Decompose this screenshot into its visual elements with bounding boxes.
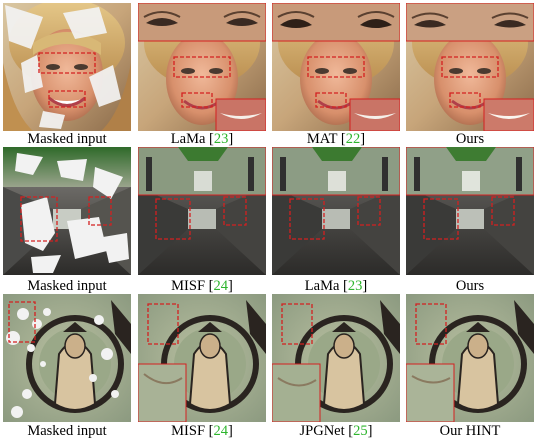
caption-face-lama: LaMa [23] bbox=[170, 131, 234, 147]
citation-ref: 23 bbox=[213, 131, 229, 147]
caption-face-ours: Ours bbox=[455, 131, 485, 147]
citation-ref: 22 bbox=[345, 131, 361, 147]
caption-corridor-ours: Ours bbox=[455, 278, 485, 294]
mural-jpgnet-result bbox=[272, 294, 400, 422]
corridor-lama-result bbox=[272, 147, 400, 275]
caption-face-mat: MAT [22] bbox=[306, 131, 366, 147]
citation-ref: 23 bbox=[347, 278, 363, 294]
caption-mural-hint: Our HINT bbox=[439, 423, 501, 439]
caption-mural-masked: Masked input bbox=[27, 423, 107, 439]
corridor-ours-result bbox=[406, 147, 534, 275]
mural-masked-input bbox=[3, 294, 131, 422]
caption-mural-jpgnet: JPGNet [25] bbox=[299, 423, 373, 439]
corridor-misf-result bbox=[138, 147, 266, 275]
caption-corridor-masked: Masked input bbox=[27, 278, 107, 294]
citation-ref: 25 bbox=[353, 423, 368, 439]
mural-hint-result bbox=[406, 294, 534, 422]
caption-face-masked: Masked input bbox=[27, 131, 107, 147]
citation-ref: 24 bbox=[213, 423, 228, 439]
corridor-masked-input bbox=[3, 147, 131, 275]
mural-misf-result bbox=[138, 294, 266, 422]
face-mat-result bbox=[272, 3, 400, 131]
face-lama-result bbox=[138, 3, 266, 131]
caption-corridor-misf: MISF [24] bbox=[171, 278, 233, 294]
face-ours-result bbox=[406, 3, 534, 131]
caption-mural-misf: MISF [24] bbox=[171, 423, 233, 439]
citation-ref: 24 bbox=[213, 278, 228, 294]
caption-corridor-lama: LaMa [23] bbox=[304, 278, 368, 294]
face-masked-input bbox=[3, 3, 131, 131]
